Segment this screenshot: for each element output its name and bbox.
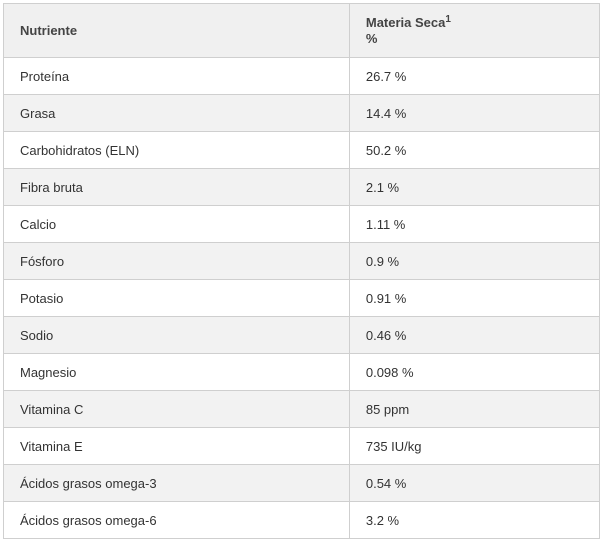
value-cell: 735 IU/kg	[348, 427, 601, 465]
header-dry-matter-label: Materia Seca	[365, 15, 446, 30]
nutrient-cell: Calcio	[3, 205, 350, 243]
nutrient-cell: Fósforo	[3, 242, 350, 280]
value-cell: 0.9 %	[348, 242, 601, 280]
value-cell: 0.54 %	[348, 464, 601, 502]
table-row: Magnesio 0.098 %	[3, 353, 601, 391]
value-cell: 14.4 %	[348, 94, 601, 132]
value-cell: 3.2 %	[348, 501, 601, 539]
table-row: Carbohidratos (ELN) 50.2 %	[3, 131, 601, 169]
value-cell: 0.098 %	[348, 353, 601, 391]
nutrient-cell: Potasio	[3, 279, 350, 317]
nutrient-cell: Vitamina C	[3, 390, 350, 428]
value-cell: 85 ppm	[348, 390, 601, 428]
nutrient-cell: Magnesio	[3, 353, 350, 391]
nutrient-cell: Sodio	[3, 316, 350, 354]
table-row: Grasa 14.4 %	[3, 94, 601, 132]
table-row: Ácidos grasos omega-6 3.2 %	[3, 501, 601, 539]
nutrient-cell: Carbohidratos (ELN)	[3, 131, 350, 169]
header-dry-matter-unit: %	[365, 31, 378, 46]
nutrient-table: Nutriente Materia Seca1 % Proteína 26.7 …	[3, 3, 601, 539]
nutrient-cell: Ácidos grasos omega-6	[3, 501, 350, 539]
table-row: Sodio 0.46 %	[3, 316, 601, 354]
footnote-marker: 1	[445, 14, 451, 25]
table-row: Calcio 1.11 %	[3, 205, 601, 243]
table-row: Potasio 0.91 %	[3, 279, 601, 317]
nutrient-cell: Vitamina E	[3, 427, 350, 465]
table-row: Proteína 26.7 %	[3, 57, 601, 95]
nutrient-cell: Ácidos grasos omega-3	[3, 464, 350, 502]
nutrient-cell: Fibra bruta	[3, 168, 350, 206]
table-row: Vitamina C 85 ppm	[3, 390, 601, 428]
nutrient-cell: Grasa	[3, 94, 350, 132]
value-cell: 26.7 %	[348, 57, 601, 95]
value-cell: 50.2 %	[348, 131, 601, 169]
value-cell: 0.91 %	[348, 279, 601, 317]
value-cell: 0.46 %	[348, 316, 601, 354]
table-row: Vitamina E 735 IU/kg	[3, 427, 601, 465]
value-cell: 2.1 %	[348, 168, 601, 206]
header-nutrient: Nutriente	[3, 3, 350, 58]
value-cell: 1.11 %	[348, 205, 601, 243]
table-row: Fósforo 0.9 %	[3, 242, 601, 280]
table-row: Fibra bruta 2.1 %	[3, 168, 601, 206]
header-dry-matter: Materia Seca1 %	[348, 3, 601, 58]
table-row: Ácidos grasos omega-3 0.54 %	[3, 464, 601, 502]
table-header-row: Nutriente Materia Seca1 %	[3, 3, 601, 58]
nutrient-cell: Proteína	[3, 57, 350, 95]
